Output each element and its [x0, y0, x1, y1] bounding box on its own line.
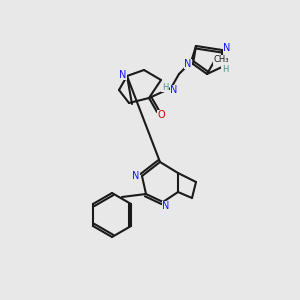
Text: N: N	[170, 85, 178, 95]
Text: H: H	[222, 65, 228, 74]
Text: N: N	[119, 70, 127, 80]
Text: CH₃: CH₃	[213, 56, 229, 64]
Text: N: N	[184, 59, 192, 69]
Text: H: H	[162, 82, 168, 91]
Text: N: N	[223, 43, 231, 53]
Text: O: O	[157, 110, 165, 120]
Text: N: N	[132, 171, 140, 181]
Text: N: N	[162, 201, 170, 211]
